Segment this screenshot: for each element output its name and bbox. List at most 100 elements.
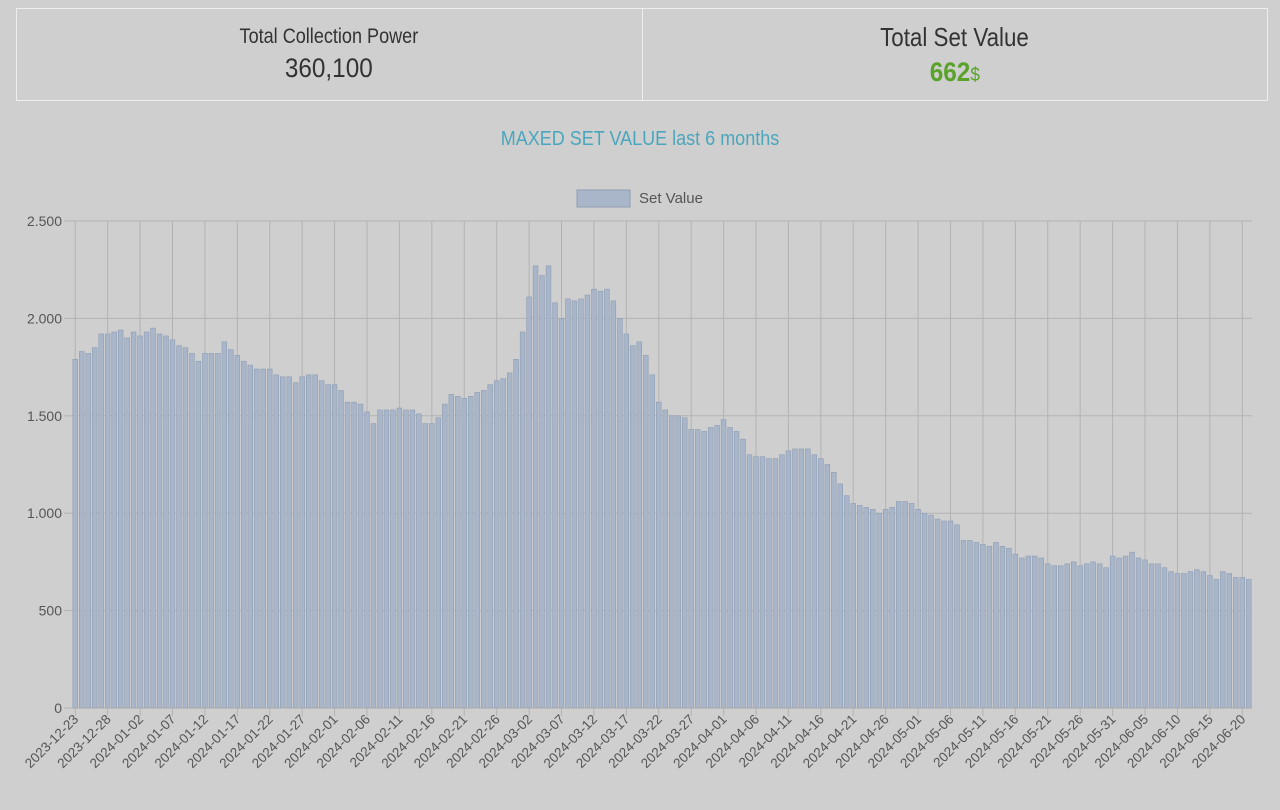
bar <box>753 456 759 709</box>
y-tick-label: 1.000 <box>27 505 62 521</box>
bar <box>558 318 565 709</box>
bar <box>643 355 649 709</box>
bar <box>746 454 753 709</box>
bar <box>435 417 442 709</box>
bar <box>954 524 960 709</box>
collection-power-card: Total Collection Power 360,100 <box>17 9 642 100</box>
legend-label: Set Value <box>639 190 703 207</box>
bar <box>260 368 266 709</box>
bar <box>292 382 299 709</box>
bar <box>1090 561 1096 709</box>
bar <box>182 347 189 709</box>
y-tick-label: 500 <box>39 603 63 619</box>
bar <box>442 403 448 709</box>
bar <box>857 505 863 709</box>
bar <box>267 368 273 709</box>
bar <box>1239 577 1245 709</box>
bar <box>921 512 928 709</box>
bar <box>104 333 111 709</box>
bar <box>656 401 662 709</box>
bar <box>902 501 908 709</box>
bar <box>480 390 487 709</box>
chart-title: MAXED SET VALUE last 6 months <box>500 128 780 150</box>
bar <box>1174 573 1181 709</box>
bar <box>448 394 454 709</box>
stats-panel: Total Collection Power 360,100 Total Set… <box>16 8 1268 101</box>
bar <box>195 360 202 709</box>
bar <box>824 464 831 709</box>
bar <box>617 318 623 709</box>
bar <box>798 448 805 709</box>
bar <box>1064 563 1070 709</box>
bar <box>169 339 176 709</box>
bar <box>150 327 156 709</box>
bar <box>1012 553 1019 709</box>
bar <box>565 298 571 709</box>
bar <box>694 429 701 709</box>
bar <box>1168 571 1174 709</box>
bar <box>947 520 954 709</box>
collection-power-value: 360,100 <box>285 53 374 83</box>
bar <box>1077 565 1083 709</box>
bar <box>377 409 383 709</box>
bar <box>837 483 844 709</box>
bar <box>506 372 513 709</box>
bar <box>1032 555 1038 709</box>
bar <box>254 368 260 709</box>
bar <box>863 507 869 709</box>
bar <box>1122 555 1129 709</box>
bar <box>1161 567 1168 709</box>
bar <box>403 409 409 709</box>
bar <box>941 520 947 709</box>
bar <box>1246 579 1252 709</box>
bar <box>785 450 792 709</box>
bar <box>714 425 720 709</box>
bar <box>124 337 130 709</box>
bar <box>241 360 247 709</box>
bar <box>986 546 993 709</box>
bar <box>1181 573 1187 709</box>
y-tick-label: 2.000 <box>27 310 62 326</box>
bar <box>500 378 506 709</box>
bar <box>539 275 545 709</box>
bar <box>850 503 856 709</box>
bar <box>215 353 221 709</box>
bar <box>163 335 169 709</box>
bar <box>733 431 740 709</box>
bar <box>312 374 318 709</box>
bar <box>928 514 934 709</box>
bar <box>111 331 117 709</box>
bar <box>973 542 980 709</box>
bar <box>130 331 137 709</box>
set-value-unit: $ <box>970 64 980 86</box>
bar <box>669 415 675 709</box>
bar <box>137 335 143 709</box>
bar <box>584 294 591 709</box>
bar <box>383 409 390 709</box>
bar <box>552 302 558 709</box>
bar <box>772 458 779 709</box>
bar <box>1148 563 1155 709</box>
bar <box>999 546 1006 709</box>
set-value-amount-wrapper: 662$ <box>930 57 980 88</box>
y-tick-label: 1.500 <box>27 408 62 424</box>
bar <box>519 331 526 709</box>
bar <box>1142 559 1148 709</box>
bar <box>1129 551 1135 709</box>
bar <box>305 374 312 709</box>
bar <box>1058 565 1064 709</box>
bar <box>571 300 578 709</box>
bar <box>688 429 694 709</box>
bar <box>325 384 331 709</box>
bar <box>545 265 552 709</box>
bar <box>591 288 597 709</box>
bar <box>870 508 876 709</box>
bar <box>1096 563 1103 709</box>
bar <box>1006 547 1012 709</box>
bar <box>662 409 668 709</box>
bar <box>610 300 617 709</box>
bar <box>908 503 915 709</box>
bar <box>844 495 850 709</box>
bar <box>727 427 733 709</box>
bar <box>882 508 889 709</box>
